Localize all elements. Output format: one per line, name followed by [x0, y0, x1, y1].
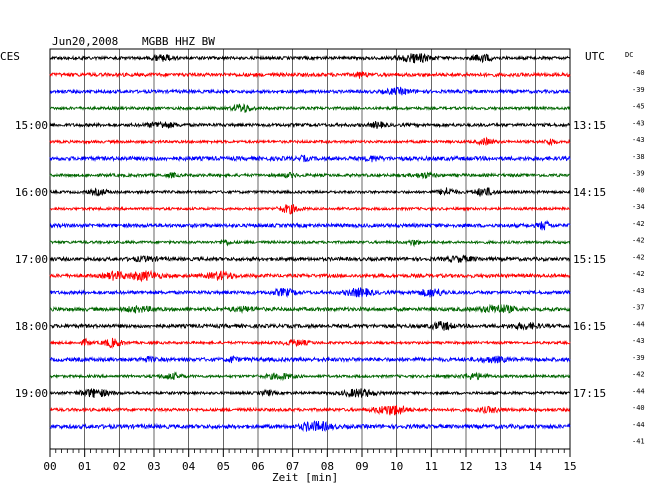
- dc-offset-label: -40: [632, 69, 645, 77]
- dc-offset-label: -42: [632, 371, 645, 379]
- x-tick-label: 04: [182, 460, 196, 473]
- seismic-trace: [49, 269, 571, 283]
- x-tick-label: 06: [251, 460, 264, 473]
- right-timezone: UTC: [585, 50, 605, 63]
- seismic-trace: [49, 387, 571, 399]
- dc-offset-label: -41: [632, 438, 645, 446]
- seismic-trace: [49, 136, 571, 147]
- seismic-trace: [49, 103, 571, 113]
- seismic-trace: [49, 238, 571, 248]
- dc-offset-label: -38: [632, 153, 645, 161]
- x-tick-label: 13: [494, 460, 507, 473]
- x-tick-label: 14: [529, 460, 543, 473]
- seismic-trace: [49, 53, 571, 64]
- dc-offset-label: -39: [632, 86, 645, 94]
- dc-offset-label: -43: [632, 136, 645, 144]
- seismic-trace: [49, 420, 571, 433]
- dc-offset-label: -45: [632, 103, 645, 111]
- seismic-trace: [49, 171, 571, 180]
- seismic-trace: [49, 187, 571, 198]
- x-axis-label: Zeit [min]: [272, 471, 338, 484]
- left-hour-label: 16:00: [15, 186, 48, 199]
- seismic-trace: [49, 154, 571, 163]
- dc-offset-label: -44: [632, 387, 645, 395]
- dc-offset-label: -42: [632, 237, 645, 245]
- x-tick-label: 15: [563, 460, 576, 473]
- dc-offset-label: -40: [632, 404, 645, 412]
- seismic-trace: [49, 303, 571, 315]
- seismic-trace: [49, 254, 571, 264]
- seismic-trace: [49, 321, 571, 331]
- dc-offset-label: -40: [632, 186, 645, 194]
- dc-offset-label: -43: [632, 119, 645, 127]
- dc-offset-label: -44: [632, 421, 645, 429]
- dc-offset-label: -39: [632, 170, 645, 178]
- right-hour-label: 16:15: [573, 320, 606, 333]
- grid: [49, 48, 571, 457]
- labels: Jun20,2008 MGBB HHZ BW CES UTC DC Zeit […: [0, 35, 645, 484]
- seismic-trace: [49, 287, 571, 299]
- seismic-trace: [49, 405, 571, 416]
- dc-offset-label: -43: [632, 287, 645, 295]
- right-hour-label: 14:15: [573, 186, 606, 199]
- seismic-trace: [49, 204, 571, 215]
- seismic-trace: [49, 86, 571, 96]
- dc-offset-label: -42: [632, 253, 645, 261]
- right-hour-label: 17:15: [573, 387, 606, 400]
- left-hour-label: 15:00: [15, 119, 48, 132]
- seismic-trace: [49, 219, 571, 231]
- x-tick-label: 10: [390, 460, 403, 473]
- chart-station: MGBB HHZ BW: [142, 35, 215, 48]
- x-tick-label: 09: [355, 460, 368, 473]
- dc-offset-label: -39: [632, 354, 645, 362]
- x-tick-label: 03: [147, 460, 160, 473]
- dc-offset-label: -43: [632, 337, 645, 345]
- left-hour-label: 19:00: [15, 387, 48, 400]
- dc-offset-label: -44: [632, 320, 645, 328]
- left-hour-label: 18:00: [15, 320, 48, 333]
- dc-offset-label: -42: [632, 220, 645, 228]
- x-tick-label: 05: [217, 460, 230, 473]
- chart-date: Jun20,2008: [52, 35, 118, 48]
- x-tick-label: 12: [459, 460, 472, 473]
- seismic-trace: [49, 337, 571, 349]
- dc-offset-label: -42: [632, 270, 645, 278]
- seismic-trace: [49, 371, 571, 382]
- right-hour-label: 13:15: [573, 119, 606, 132]
- seismic-trace: [49, 71, 571, 79]
- seismic-trace: [49, 355, 571, 365]
- seismic-trace: [49, 121, 571, 129]
- x-tick-label: 08: [321, 460, 334, 473]
- right-hour-label: 15:15: [573, 253, 606, 266]
- traces: [49, 53, 571, 433]
- dc-offset-label: -37: [632, 304, 645, 312]
- x-tick-label: 02: [113, 460, 126, 473]
- left-timezone: CES: [0, 50, 20, 63]
- dc-label: DC: [625, 51, 633, 59]
- x-tick-label: 07: [286, 460, 299, 473]
- x-tick-label: 11: [425, 460, 438, 473]
- x-tick-label: 01: [78, 460, 91, 473]
- x-tick-label: 00: [43, 460, 56, 473]
- dc-offset-label: -34: [632, 203, 645, 211]
- left-hour-label: 17:00: [15, 253, 48, 266]
